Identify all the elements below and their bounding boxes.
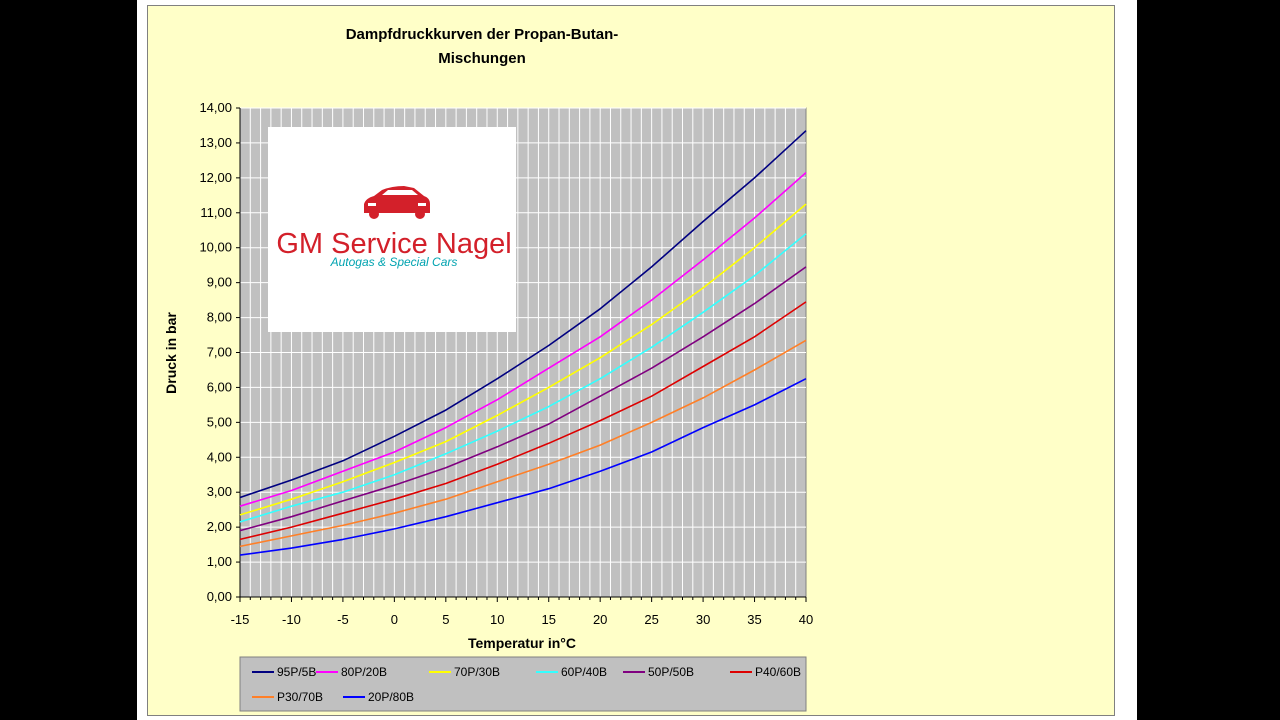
legend-label: 60P/40B: [561, 665, 607, 679]
x-tick-label: -15: [231, 612, 250, 627]
y-tick-label: 3,00: [207, 484, 232, 499]
series-line-80p-20b: [239, 171, 807, 507]
series-line-50p-50b: [239, 266, 807, 532]
y-tick-label: 12,00: [199, 170, 232, 185]
legend-box: [239, 656, 807, 712]
y-tick-label: 2,00: [207, 519, 232, 534]
x-tick-label: 30: [696, 612, 710, 627]
x-tick-label: 5: [442, 612, 449, 627]
x-tick-label: 25: [644, 612, 658, 627]
logo-title: GM Service Nagel: [276, 228, 511, 260]
x-tick-label: 0: [391, 612, 398, 627]
chart-title-line-2: Mischungen: [438, 50, 526, 67]
chart-title-line-1: Dampfdruckkurven der Propan-Butan-: [346, 26, 619, 43]
series-line-p40-60b: [239, 301, 807, 541]
y-tick-label: 14,00: [199, 100, 232, 115]
y-tick-label: 6,00: [207, 379, 232, 394]
y-tick-label: 5,00: [207, 414, 232, 429]
y-tick-label: 8,00: [207, 310, 232, 325]
y-tick-label: 9,00: [207, 275, 232, 290]
legend-label: P30/70B: [277, 690, 323, 704]
x-tick-label: -5: [337, 612, 349, 627]
y-tick-label: 0,00: [207, 589, 232, 604]
x-tick-label: 40: [799, 612, 813, 627]
x-axis-title: Temperatur in°C: [468, 635, 576, 651]
y-tick-label: 10,00: [199, 240, 232, 255]
legend-label: 20P/80B: [368, 690, 414, 704]
series-line-70p-30b: [239, 203, 807, 516]
logo: GM Service Nagel Autogas & Special Cars: [268, 127, 516, 332]
x-tick-label: 20: [593, 612, 607, 627]
legend-label: P40/60B: [755, 665, 801, 679]
series-lines: [239, 130, 807, 556]
legend: 95P/5B 80P/20B 70P/30B 60P/40B 50P/50B P40/60…: [252, 665, 801, 704]
series-line-95p-5b: [239, 130, 807, 499]
series-line-p30-70b: [239, 339, 807, 548]
series-line-60p-40b: [239, 233, 807, 523]
series-line-20p-80b: [239, 377, 807, 556]
y-tick-label: 13,00: [199, 135, 232, 150]
y-tick-label: 1,00: [207, 554, 232, 569]
x-tick-label: -10: [282, 612, 301, 627]
x-tick-label: 15: [541, 612, 555, 627]
car-icon: [364, 186, 430, 219]
logo-background: [268, 127, 516, 332]
legend-label: 70P/30B: [454, 665, 500, 679]
legend-label: 95P/5B: [277, 665, 316, 679]
y-axis-title: Druck in bar: [163, 312, 179, 394]
y-tick-label: 11,00: [200, 205, 232, 220]
axes: 0,00 1,00 2,00 3,00 4,00 5,00 6,00 7,00 8,00 9,00…: [199, 100, 813, 627]
x-tick-label: 10: [490, 612, 504, 627]
y-tick-label: 4,00: [207, 449, 232, 464]
logo-tagline: Autogas & Special Cars: [330, 255, 458, 269]
y-tick-label: 7,00: [207, 345, 232, 360]
legend-label: 50P/50B: [648, 665, 694, 679]
legend-label: 80P/20B: [341, 665, 387, 679]
x-tick-label: 35: [747, 612, 761, 627]
